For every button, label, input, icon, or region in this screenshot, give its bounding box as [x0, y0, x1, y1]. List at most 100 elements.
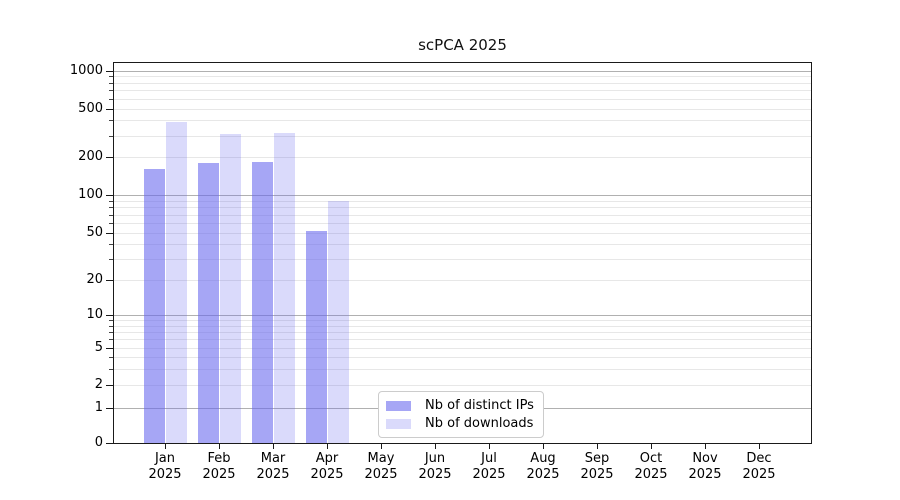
y-tick-label: 0	[94, 435, 103, 450]
x-tick-label-month: Oct	[639, 451, 663, 466]
y-tick-label: 10	[86, 307, 103, 322]
y-gridline-minor	[113, 214, 812, 216]
y-minor-tick-mark	[109, 98, 113, 100]
x-tick-mark	[489, 444, 490, 449]
y-gridline-minor	[113, 339, 812, 341]
bar-downloads	[166, 121, 187, 443]
y-minor-tick-mark	[109, 368, 113, 370]
x-tick-label: Dec 2025	[731, 451, 787, 483]
x-tick-label-year: 2025	[742, 467, 776, 482]
x-tick-label: Oct 2025	[623, 451, 679, 483]
x-tick-label-month: Jul	[481, 451, 497, 466]
legend-item-ips: Nb of distinct IPs	[386, 398, 535, 413]
x-tick-label-month: Feb	[207, 451, 231, 466]
x-tick-label: Mar 2025	[245, 451, 301, 483]
x-tick-mark	[651, 444, 652, 449]
y-minor-tick-mark	[109, 244, 113, 246]
y-gridline-minor	[113, 357, 812, 358]
y-gridline-minor	[113, 108, 812, 110]
x-tick-mark	[273, 444, 274, 449]
y-tick-mark	[106, 280, 113, 281]
x-tick-label-month: Nov	[692, 451, 718, 466]
bar-distinct-ips	[144, 169, 165, 443]
y-gridline-minor	[113, 233, 812, 234]
y-gridline-minor	[113, 120, 812, 122]
y-gridline-minor	[113, 82, 812, 84]
y-tick-label: 5	[94, 340, 103, 355]
x-tick-label: May 2025	[353, 451, 409, 483]
bar-distinct-ips	[198, 163, 219, 443]
y-tick-mark	[106, 348, 113, 349]
y-tick-mark	[106, 443, 113, 444]
y-tick-label: 100	[78, 187, 103, 202]
y-gridline-minor	[113, 135, 812, 137]
x-tick-label: Jan 2025	[137, 451, 193, 483]
y-tick-label: 50	[86, 225, 103, 240]
x-tick-label-month: Apr	[315, 451, 339, 466]
legend-label-ips: Nb of distinct IPs	[425, 398, 534, 413]
legend-label-downloads: Nb of downloads	[425, 416, 534, 431]
y-gridline-minor	[113, 325, 812, 327]
y-tick-mark	[106, 157, 113, 158]
x-tick-label-year: 2025	[526, 467, 560, 482]
y-gridline-minor	[113, 76, 812, 78]
x-tick-label-month: May	[367, 451, 395, 466]
x-tick-label-year: 2025	[310, 467, 344, 482]
y-minor-tick-mark	[109, 135, 113, 137]
y-minor-tick-mark	[109, 339, 113, 341]
y-tick-label: 1000	[69, 62, 103, 78]
y-tick-mark	[106, 385, 113, 386]
x-tick-label-year: 2025	[202, 467, 236, 482]
plot-area	[113, 62, 812, 443]
y-tick-mark	[106, 407, 113, 409]
x-tick-mark	[165, 444, 166, 449]
x-tick-mark	[705, 444, 706, 449]
y-gridline-minor	[113, 207, 812, 209]
y-minor-tick-mark	[109, 76, 113, 78]
y-gridline-minor	[113, 331, 812, 333]
y-tick-label: 500	[78, 100, 103, 116]
x-tick-label: Aug 2025	[515, 451, 571, 483]
x-tick-label: Apr 2025	[299, 451, 355, 483]
y-tick-label: 2	[94, 377, 103, 392]
y-tick-label: 20	[86, 272, 103, 287]
x-tick-label-year: 2025	[256, 467, 290, 482]
x-tick-label: Jun 2025	[407, 451, 463, 483]
x-tick-label-year: 2025	[580, 467, 614, 482]
x-tick-label-year: 2025	[364, 467, 398, 482]
y-minor-tick-mark	[109, 200, 113, 202]
axis-spine-right	[811, 62, 812, 444]
x-tick-label-year: 2025	[472, 467, 506, 482]
y-tick-label: 1	[94, 399, 103, 415]
x-tick-mark	[327, 444, 328, 449]
y-minor-tick-mark	[109, 207, 113, 209]
x-tick-mark	[435, 444, 436, 449]
x-tick-label-year: 2025	[634, 467, 668, 482]
axis-spine-left	[113, 62, 114, 444]
y-gridline-minor	[113, 157, 812, 158]
axis-spine-bottom	[113, 443, 812, 444]
x-tick-mark	[381, 444, 382, 449]
x-tick-label-month: Dec	[746, 451, 772, 466]
y-gridline-major	[113, 195, 812, 196]
legend-item-downloads: Nb of downloads	[386, 416, 535, 431]
y-gridline-major	[113, 315, 812, 316]
x-tick-label-year: 2025	[688, 467, 722, 482]
y-gridline-minor	[113, 385, 812, 386]
y-minor-tick-mark	[109, 90, 113, 92]
y-minor-tick-mark	[109, 120, 113, 122]
y-minor-tick-mark	[109, 325, 113, 327]
y-minor-tick-mark	[109, 331, 113, 333]
x-tick-label: Nov 2025	[677, 451, 733, 483]
y-tick-mark	[106, 233, 113, 234]
x-tick-label-month: Jun	[424, 451, 446, 466]
y-gridline-minor	[113, 98, 812, 100]
x-tick-label-year: 2025	[148, 467, 182, 482]
x-tick-label: Jul 2025	[461, 451, 517, 483]
x-tick-label-month: Jan	[154, 451, 176, 466]
axis-spine-top	[113, 62, 812, 63]
x-tick-label: Sep 2025	[569, 451, 625, 483]
y-gridline-minor	[113, 90, 812, 92]
legend: Nb of distinct IPs Nb of downloads	[378, 391, 544, 438]
